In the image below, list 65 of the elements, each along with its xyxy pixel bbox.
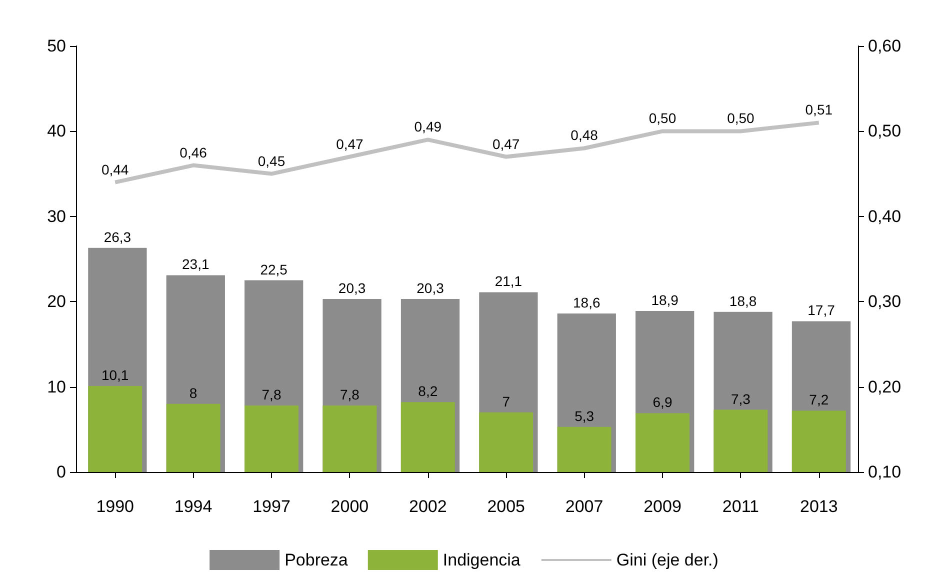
x-tick-label: 2009 xyxy=(644,497,682,516)
data-label: 7,8 xyxy=(340,386,360,403)
data-label: 22,5 xyxy=(260,261,288,278)
y-tick-label: 40 xyxy=(47,122,66,141)
data-label: 0,45 xyxy=(258,152,286,169)
bar xyxy=(792,410,846,472)
y2-tick-label: 0,10 xyxy=(868,462,902,482)
data-label: 0,50 xyxy=(727,110,755,126)
data-label: 0,47 xyxy=(492,136,520,152)
legend-label: Indigencia xyxy=(442,550,521,570)
data-label: 17,7 xyxy=(808,302,836,318)
data-label: 26,3 xyxy=(104,228,132,245)
data-label: 18,6 xyxy=(573,294,600,311)
bar xyxy=(166,404,220,472)
y-tick-label: 0 xyxy=(56,462,66,482)
bar xyxy=(322,406,377,472)
y2-tick-label: 0,60 xyxy=(868,36,902,56)
legend-label: Gini (eje der.) xyxy=(616,550,718,570)
data-label: 6,9 xyxy=(652,394,672,410)
data-label: 7,2 xyxy=(809,392,829,408)
data-label: 0,48 xyxy=(570,127,598,144)
bar xyxy=(636,413,690,472)
data-label: 8,2 xyxy=(418,383,438,400)
bar xyxy=(400,402,455,472)
x-tick-label: 2000 xyxy=(330,497,369,516)
x-tick-label: 2005 xyxy=(487,497,526,516)
y2-tick-label: 0,30 xyxy=(868,292,902,312)
data-label: 20,3 xyxy=(338,280,366,296)
x-tick-label: 2007 xyxy=(565,497,604,516)
bar xyxy=(557,426,612,472)
data-label: 8 xyxy=(189,384,198,401)
y-tick-label: 30 xyxy=(47,206,66,226)
data-label: 0,49 xyxy=(414,118,442,135)
data-label: 0,46 xyxy=(180,144,208,160)
y-tick-label: 20 xyxy=(47,292,66,312)
data-label: 0,50 xyxy=(648,110,676,126)
data-label: 7,3 xyxy=(730,390,751,407)
data-label: 7 xyxy=(502,393,510,410)
x-tick-label: 1994 xyxy=(174,497,212,516)
x-tick-label: 1997 xyxy=(252,497,290,516)
data-label: 7,8 xyxy=(262,386,282,403)
data-label: 23,1 xyxy=(182,256,210,272)
data-label: 21,1 xyxy=(494,273,522,290)
y2-tick-label: 0,40 xyxy=(868,206,902,226)
bar xyxy=(244,406,298,472)
bar xyxy=(88,386,142,472)
data-label: 0,44 xyxy=(101,161,129,178)
data-label: 18,8 xyxy=(729,292,757,309)
x-tick-label: 2002 xyxy=(408,497,447,516)
data-label: 5,3 xyxy=(574,408,594,424)
bar xyxy=(714,410,768,472)
x-tick-label: 2011 xyxy=(722,497,759,516)
data-label: 10,1 xyxy=(101,366,129,383)
y2-tick-label: 0,20 xyxy=(868,377,902,396)
bar xyxy=(479,412,534,472)
data-label: 20,3 xyxy=(416,280,444,296)
data-label: 0,47 xyxy=(336,136,364,152)
y-tick-label: 10 xyxy=(47,377,66,396)
y-tick-label: 50 xyxy=(47,36,66,56)
legend-label: Pobreza xyxy=(284,550,348,570)
data-label: 0,51 xyxy=(805,102,833,118)
data-label: 18,9 xyxy=(651,292,679,308)
x-tick-label: 1990 xyxy=(96,497,134,516)
y2-tick-label: 0,50 xyxy=(868,122,902,141)
x-tick-label: 2013 xyxy=(800,497,838,516)
